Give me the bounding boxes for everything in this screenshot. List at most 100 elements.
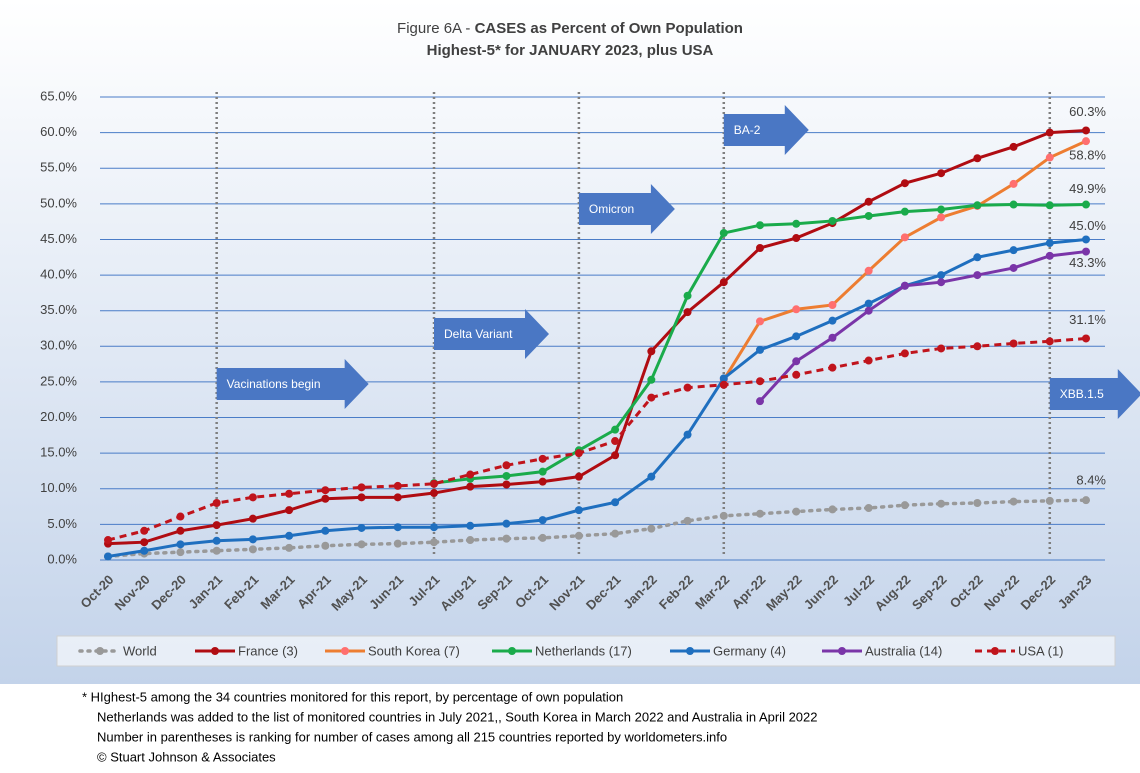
series-line <box>107 128 1087 546</box>
data-point <box>574 449 583 458</box>
y-tick-label: 35.0% <box>40 302 77 317</box>
title-prefix: Figure 6A - <box>397 20 475 37</box>
series-line <box>107 336 1087 542</box>
data-point <box>104 552 112 561</box>
data-point <box>719 278 728 287</box>
data-point <box>828 363 837 372</box>
data-point <box>140 546 149 555</box>
y-tick-label: 30.0% <box>40 338 77 353</box>
data-point <box>1045 128 1054 137</box>
data-point <box>756 221 764 230</box>
legend-label: Germany (4) <box>713 643 786 658</box>
data-point <box>756 345 764 354</box>
data-point <box>900 179 909 188</box>
data-point <box>937 213 946 222</box>
y-tick-label: 45.0% <box>40 231 77 246</box>
data-point <box>937 169 946 178</box>
data-point <box>248 493 257 502</box>
data-point <box>140 526 149 535</box>
data-point <box>973 271 982 280</box>
data-point <box>502 519 511 528</box>
data-point <box>937 271 946 280</box>
data-point <box>973 253 982 262</box>
series-line <box>106 498 1088 559</box>
data-point <box>393 539 402 548</box>
data-point <box>828 505 837 514</box>
data-point <box>1045 251 1054 260</box>
data-point <box>1045 239 1054 248</box>
data-point <box>357 483 366 492</box>
data-point <box>719 511 728 520</box>
data-point <box>1009 200 1018 209</box>
data-point <box>864 504 873 513</box>
chart-subtitle: Highest-5* for JANUARY 2023, plus USA <box>427 42 714 59</box>
data-point <box>611 437 620 446</box>
data-point <box>430 538 438 547</box>
data-point <box>574 531 583 540</box>
data-point <box>1082 200 1090 209</box>
data-point <box>502 480 511 489</box>
data-point <box>756 509 764 518</box>
data-point <box>683 308 692 317</box>
value-label: 45.0% <box>1069 218 1106 233</box>
data-point <box>248 535 257 544</box>
legend-label: World <box>123 643 157 658</box>
data-point <box>212 499 221 508</box>
data-point <box>357 493 366 502</box>
data-point <box>900 233 909 242</box>
data-point <box>212 546 221 555</box>
y-tick-label: 10.0% <box>40 480 77 495</box>
legend-label: South Korea (7) <box>368 643 460 658</box>
data-point <box>538 516 547 525</box>
data-point <box>937 344 946 353</box>
data-point <box>1009 339 1018 348</box>
value-label: 60.3% <box>1069 104 1106 119</box>
data-point <box>1009 263 1018 272</box>
data-point <box>393 481 402 490</box>
chart-background <box>0 0 1140 684</box>
data-point <box>900 349 909 358</box>
data-point <box>285 543 294 552</box>
data-point <box>321 494 330 503</box>
data-point <box>611 425 620 434</box>
data-point <box>683 383 692 392</box>
data-point <box>285 531 294 540</box>
data-point <box>828 316 837 325</box>
data-point <box>393 523 402 532</box>
data-point <box>973 201 982 210</box>
data-point <box>1082 137 1090 146</box>
chart-title: Figure 6A - CASES as Percent of Own Popu… <box>397 20 743 37</box>
data-point <box>1009 497 1018 506</box>
data-point <box>683 430 692 439</box>
data-point <box>1045 153 1054 162</box>
data-point <box>104 536 112 545</box>
footnote: * HIghest-5 among the 34 countries monit… <box>82 689 623 704</box>
data-point <box>1082 496 1090 505</box>
data-point <box>321 541 330 550</box>
data-point <box>574 506 583 515</box>
data-point <box>538 533 547 542</box>
data-point <box>719 380 728 389</box>
data-point <box>828 333 837 342</box>
y-tick-label: 15.0% <box>40 445 77 460</box>
annotation-arrow <box>216 359 369 409</box>
data-point <box>864 266 873 275</box>
legend-marker <box>341 647 349 655</box>
data-point <box>140 538 149 547</box>
data-point <box>1045 496 1054 505</box>
data-point <box>828 216 837 225</box>
data-point <box>864 211 873 220</box>
data-point <box>973 499 982 508</box>
data-point <box>828 300 837 309</box>
data-point <box>285 506 294 515</box>
legend-label: Netherlands (17) <box>535 643 632 658</box>
data-point <box>285 489 294 498</box>
annotation-text: Omicron <box>589 202 634 216</box>
data-point <box>647 393 656 402</box>
annotation-text: XBB.1.5 <box>1060 387 1104 401</box>
value-label: 58.8% <box>1069 148 1106 163</box>
annotation-arrow <box>434 309 549 359</box>
data-point <box>321 486 330 495</box>
data-point <box>900 281 909 290</box>
